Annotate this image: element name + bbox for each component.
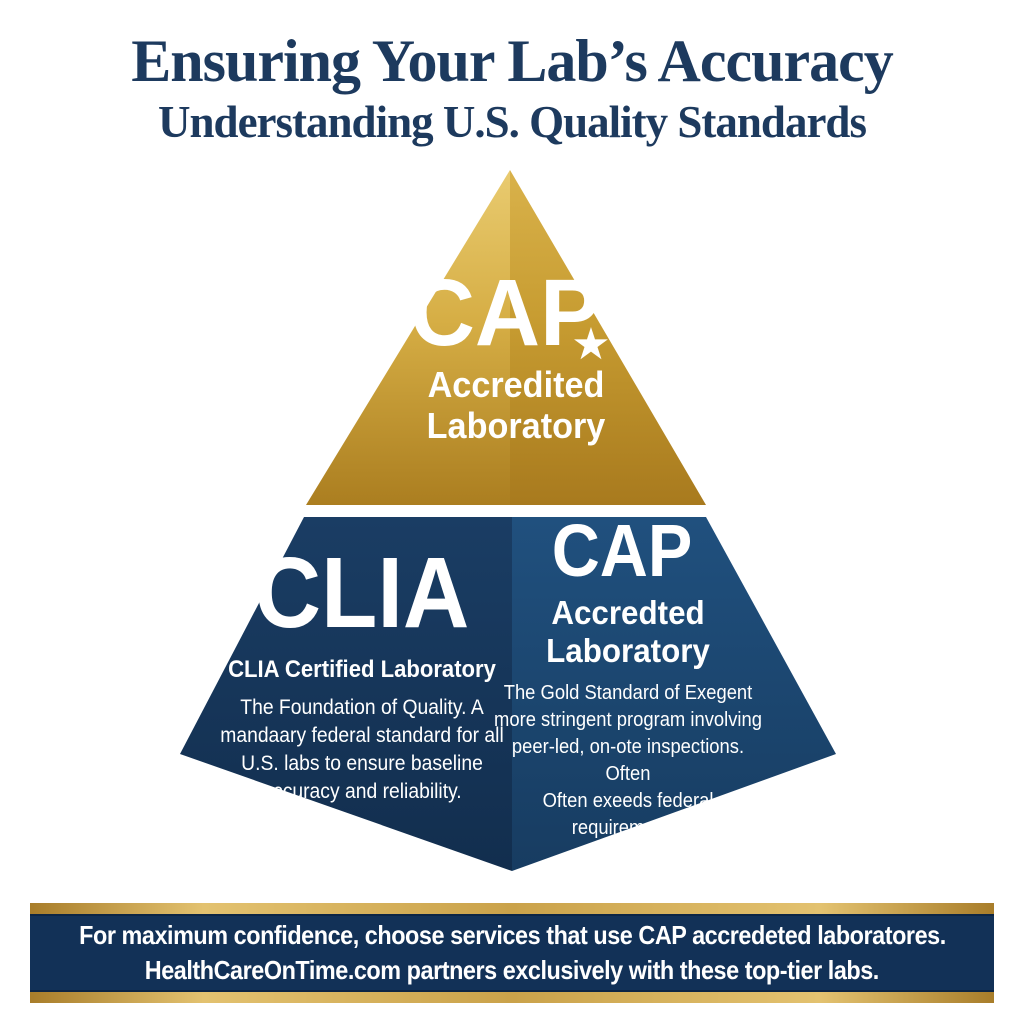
cap-description-line: The Gold Standard of Exegent <box>503 682 753 704</box>
banner-text-line2: HealthCareOnTime.com partners exclusivel… <box>144 955 880 985</box>
clia-acronym: CLIA <box>254 537 470 649</box>
gold-tier-acronym: CAP <box>409 260 601 366</box>
gold-tier-label-line2: Laboratory <box>426 405 606 446</box>
clia-description-line: accuracy and reliability. <box>262 780 462 803</box>
cap-description: The Gold Standard of Exegent more string… <box>490 680 766 842</box>
cap-description-line: peer-led, on-ote inspections. Often <box>511 736 745 785</box>
clia-description-line: U.S. labs to ensure baseline <box>241 752 483 775</box>
pyramid-gold-right-face <box>510 170 706 505</box>
cap-label-line1: Accredted <box>551 594 705 631</box>
banner-gold-top-border <box>30 903 994 914</box>
banner-text-line1: For maximum confidence, choose services … <box>78 920 946 950</box>
cap-description-line: more stringent program involving <box>494 709 762 731</box>
footer-banner: For maximum confidence, choose services … <box>30 903 994 1003</box>
star-icon: ★ <box>571 320 611 369</box>
clia-description-line: The Foundation of Quality. A <box>240 696 484 719</box>
pyramid-navy-left-face <box>180 517 512 871</box>
clia-description: The Foundation of Quality. A mandaary fe… <box>219 694 504 806</box>
page-title: Ensuring Your Lab’s Accuracy <box>131 28 894 94</box>
clia-description-line: mandaary federal standard for all <box>220 724 504 747</box>
cap-label: Accredted Laboratory <box>509 594 747 670</box>
cap-description-line: Often exeeds federal requirements. <box>542 790 714 839</box>
pyramid-navy-right-face <box>512 517 836 871</box>
gold-tier-label-line1: Accredited <box>427 364 605 405</box>
pyramid-gold-left-face <box>306 170 510 505</box>
clia-heading: CLIA Certified Laboratory <box>228 656 496 683</box>
cap-label-line2: Laboratory <box>546 632 710 669</box>
banner-body: For maximum confidence, choose services … <box>30 914 994 992</box>
cap-acronym: CAP <box>551 509 693 592</box>
page-subtitle: Understanding U.S. Quality Standards <box>158 97 867 147</box>
gold-tier-label: Accredited Laboratory <box>402 364 630 446</box>
banner-gold-bottom-border <box>30 992 994 1003</box>
